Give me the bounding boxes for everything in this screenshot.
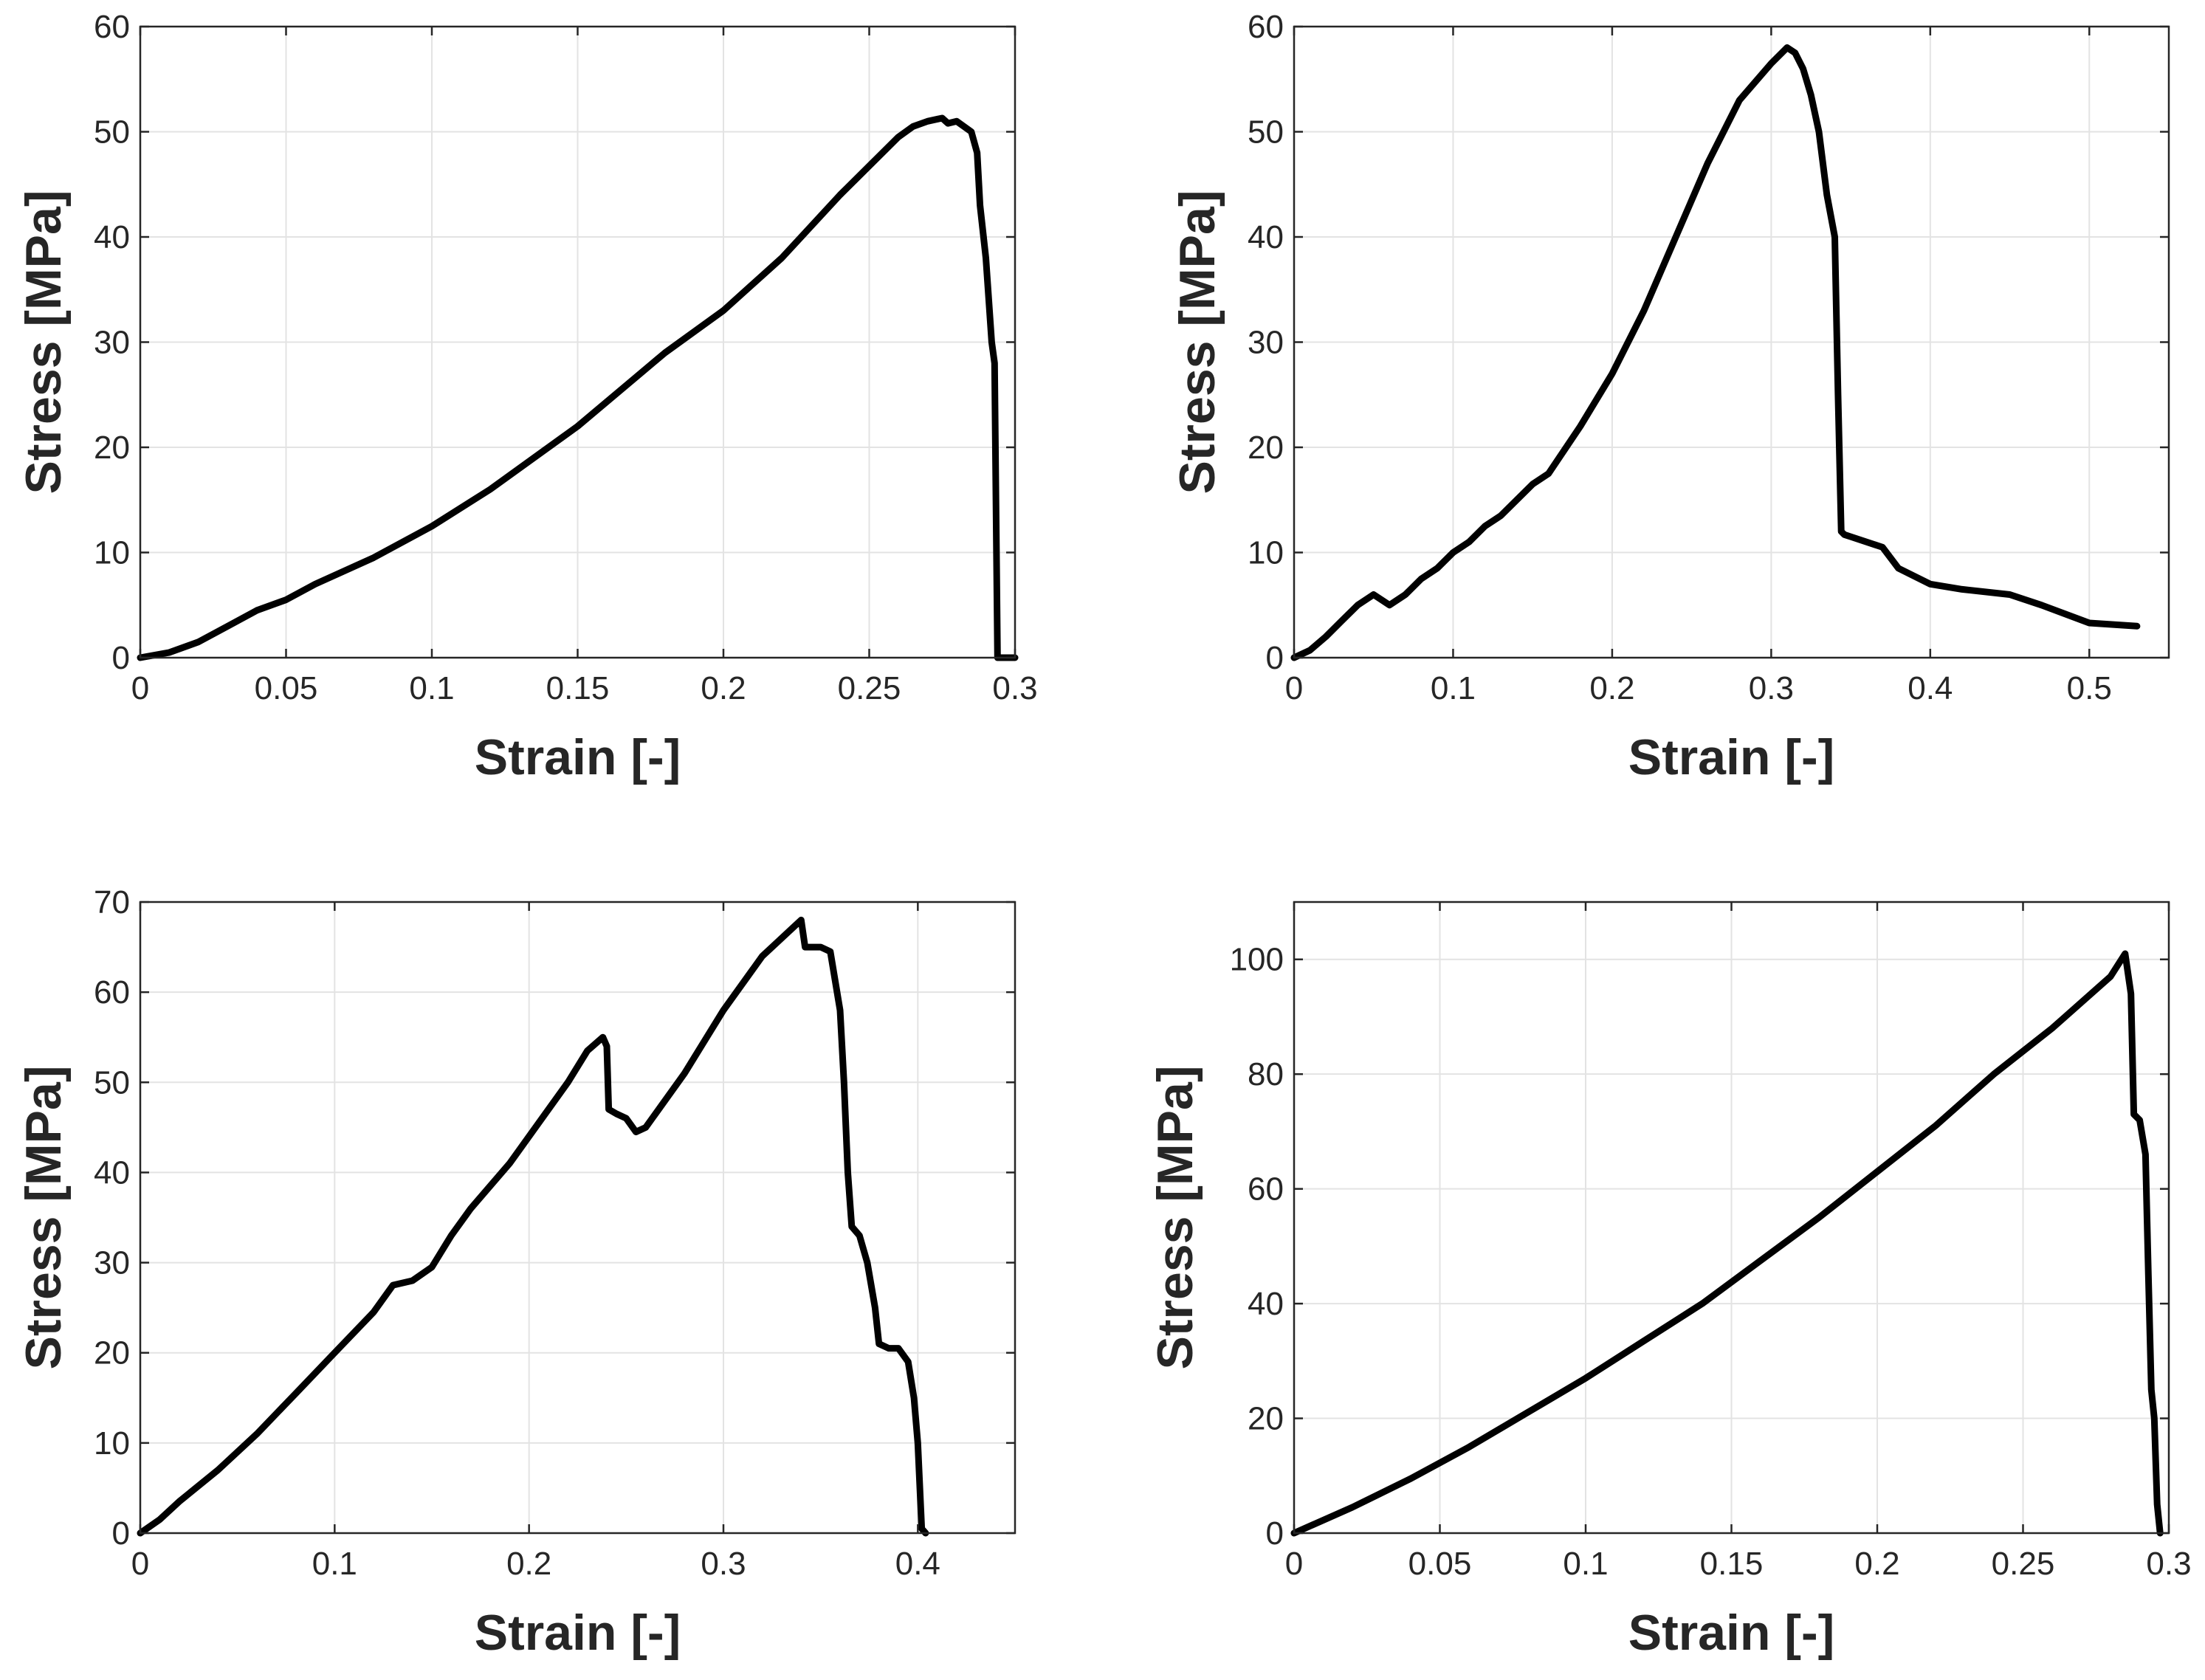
x-tick-label: 0.25 <box>838 670 901 706</box>
y-axis-label: Stress [MPa] <box>16 1066 72 1370</box>
y-tick-label: 40 <box>94 219 130 255</box>
data-series-line <box>1290 44 2141 661</box>
x-tick-label: 0.25 <box>1992 1546 2055 1582</box>
x-tick-label: 0 <box>1285 670 1303 706</box>
data-series-line <box>137 916 929 1537</box>
y-tick-label: 20 <box>1248 1401 1284 1437</box>
x-tick-label: 0.4 <box>1908 670 1953 706</box>
y-tick-label: 0 <box>1266 1515 1284 1552</box>
y-tick-label: 50 <box>94 1064 130 1101</box>
y-tick-label: 10 <box>94 535 130 571</box>
x-tick-label: 0.2 <box>1854 1546 1899 1582</box>
x-tick-label: 0 <box>131 670 149 706</box>
y-tick-label: 40 <box>94 1154 130 1191</box>
y-tick-label: 70 <box>94 884 130 920</box>
x-tick-label: 0.05 <box>255 670 318 706</box>
y-tick-label: 40 <box>1248 219 1284 255</box>
x-tick-label: 0.1 <box>1431 670 1476 706</box>
x-tick-label: 0 <box>1285 1546 1303 1582</box>
x-axis-label: Strain [-] <box>1628 729 1835 785</box>
chart-top-right: 0 0.1 0.2 0.3 0.4 0.5 0 10 20 30 40 50 60 Strain [-] S… <box>1169 9 2170 785</box>
y-tick-label: 60 <box>1248 9 1284 45</box>
x-tick-label: 0.5 <box>2067 670 2112 706</box>
x-tick-label: 0.3 <box>992 670 1037 706</box>
x-axis-label: Strain [-] <box>475 1605 681 1661</box>
y-tick-label: 0 <box>1266 640 1284 676</box>
x-tick-label: 0.2 <box>506 1546 551 1582</box>
chart-bottom-right: 0 0.05 0.1 0.15 0.2 0.25 0.3 0 20 40 60 80 100 Strain… <box>1147 901 2192 1661</box>
x-tick-label: 0.2 <box>1589 670 1634 706</box>
data-series-line <box>137 114 1019 661</box>
x-tick-label: 0 <box>131 1546 149 1582</box>
x-axis-label: Strain [-] <box>1628 1605 1835 1661</box>
x-tick-label: 0.3 <box>1749 670 1794 706</box>
y-tick-label: 60 <box>94 9 130 45</box>
y-tick-label: 60 <box>1248 1171 1284 1208</box>
y-tick-label: 30 <box>94 1245 130 1281</box>
x-tick-label: 0.1 <box>312 1546 357 1582</box>
y-tick-label: 0 <box>112 1515 130 1552</box>
x-tick-label: 0.05 <box>1408 1546 1472 1582</box>
y-tick-label: 40 <box>1248 1286 1284 1322</box>
y-tick-label: 60 <box>94 974 130 1011</box>
y-tick-label: 10 <box>1248 535 1284 571</box>
y-tick-label: 100 <box>1230 942 1284 978</box>
y-axis-label: Stress [MPa] <box>1169 190 1225 495</box>
y-tick-label: 50 <box>1248 114 1284 151</box>
y-tick-label: 20 <box>94 430 130 466</box>
chart-top-left: 0 0.05 0.1 0.15 0.2 0.25 0.3 0 10 20 30 40 50 60 Strai… <box>16 9 1038 785</box>
x-tick-label: 0.3 <box>2146 1546 2191 1582</box>
y-tick-label: 20 <box>94 1335 130 1371</box>
y-tick-label: 30 <box>1248 325 1284 361</box>
data-series-line <box>1290 950 2164 1537</box>
x-tick-label: 0.15 <box>1700 1546 1764 1582</box>
x-tick-label: 0.4 <box>895 1546 940 1582</box>
x-tick-label: 0.1 <box>409 670 454 706</box>
x-tick-label: 0.2 <box>701 670 746 706</box>
chart-bottom-left: 0 0.1 0.2 0.3 0.4 0 10 20 30 40 50 60 70 Strain [-] St… <box>16 884 1016 1661</box>
x-tick-label: 0.1 <box>1563 1546 1608 1582</box>
y-tick-label: 80 <box>1248 1056 1284 1092</box>
x-tick-label: 0.3 <box>701 1546 746 1582</box>
x-tick-label: 0.15 <box>546 670 610 706</box>
y-axis-label: Stress [MPa] <box>1147 1066 1203 1370</box>
y-tick-label: 20 <box>1248 430 1284 466</box>
plot-frame <box>139 901 1016 1535</box>
y-axis-label: Stress [MPa] <box>16 190 72 495</box>
x-axis-label: Strain [-] <box>475 729 681 785</box>
y-tick-label: 0 <box>112 640 130 676</box>
y-tick-label: 50 <box>94 114 130 151</box>
y-tick-label: 30 <box>94 325 130 361</box>
y-tick-label: 10 <box>94 1425 130 1462</box>
